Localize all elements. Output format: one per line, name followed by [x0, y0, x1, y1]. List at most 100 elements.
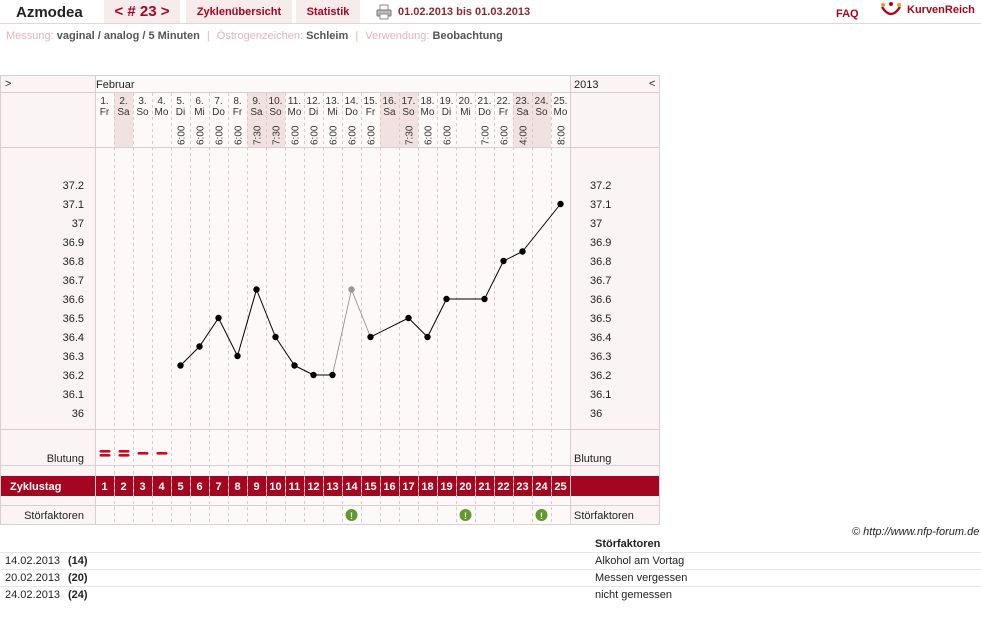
temperature-point[interactable]	[196, 343, 203, 350]
temperature-point[interactable]	[500, 257, 507, 265]
weekend-header-cell	[266, 93, 285, 147]
temperature-point[interactable]	[481, 295, 488, 303]
y-tick-label: 36.7	[63, 275, 84, 287]
tab-cycle-overview[interactable]: Zyklenübersicht	[180, 0, 292, 24]
temperature-point[interactable]	[424, 333, 431, 341]
disturbance-icon[interactable]	[345, 509, 358, 521]
disturb-row-label: Störfaktoren	[24, 510, 84, 522]
day-date-label: 4.	[157, 96, 165, 107]
cycleday-number: 14	[345, 481, 358, 493]
measure-time-label: 6:00	[291, 125, 302, 145]
logo-text[interactable]: KurvenReich	[907, 4, 975, 16]
day-date-label: 20.	[459, 96, 473, 107]
temperature-point[interactable]	[519, 248, 526, 255]
cycleday-number: 22	[497, 481, 509, 493]
temperature-point[interactable]	[253, 286, 260, 293]
estrogen-value: Schleim	[306, 30, 349, 42]
day-weekday-label: Mi	[460, 107, 471, 118]
temperature-point[interactable]	[177, 362, 184, 369]
bleeding-mark	[137, 452, 149, 455]
day-weekday-label: So	[136, 107, 149, 118]
tab-statistics[interactable]: Statistik	[296, 0, 360, 24]
temperature-point[interactable]	[348, 286, 355, 293]
disturbance-icon[interactable]	[459, 509, 472, 521]
user-name: Azmodea	[16, 4, 83, 21]
cycleday-number: 19	[440, 481, 452, 493]
cycleday-number: 13	[326, 481, 338, 493]
day-weekday-label: Di	[309, 107, 318, 118]
measure-time-label: 6:00	[329, 125, 340, 145]
disturbance-date: 24.02.2013	[5, 589, 61, 601]
temperature-segment	[294, 365, 314, 376]
cycleday-number: 4	[158, 481, 165, 493]
cycle-chart: > Februar 2013 < Blutung Blutung Zyklust…	[0, 75, 660, 525]
cycleday-number: 8	[234, 481, 240, 493]
cycleday-number: 10	[269, 481, 281, 493]
temperature-point[interactable]	[367, 333, 374, 341]
y-tick-label-right: 36.6	[590, 294, 611, 306]
day-date-label: 24.	[535, 96, 549, 107]
y-tick-label-right: 36.3	[590, 351, 611, 363]
temperature-point[interactable]	[329, 371, 336, 379]
disturbance-icon[interactable]	[535, 509, 548, 521]
measure-time-label: 8:00	[557, 125, 568, 145]
day-weekday-label: Fr	[233, 107, 243, 118]
disturbance-row: 20.02.2013 (20) Messen vergessen	[0, 569, 981, 585]
year-label: 2013	[574, 79, 598, 91]
logo-icon[interactable]	[880, 1, 902, 19]
measure-value: vaginal / analog / 5 Minuten	[56, 30, 200, 42]
temperature-point[interactable]	[443, 295, 450, 303]
bleeding-mark	[99, 454, 111, 457]
faq-link[interactable]: FAQ	[836, 8, 859, 20]
temperature-segment	[237, 289, 257, 357]
printer-icon[interactable]	[376, 4, 392, 20]
temperature-point[interactable]	[291, 362, 298, 369]
day-area-background	[95, 75, 570, 525]
y-tick-label-right: 36.7	[590, 275, 611, 287]
day-date-label: 23.	[516, 96, 530, 107]
copyright-credit: © http://www.nfp-forum.de	[852, 526, 980, 538]
chart-nav-right[interactable]: <	[649, 78, 655, 90]
chart-frame	[0, 75, 660, 525]
usage-label: Verwendung:	[365, 30, 430, 42]
cycleday-number: 7	[215, 481, 221, 493]
day-weekday-label: Sa	[117, 107, 130, 118]
disturbance-day: (24)	[68, 589, 88, 601]
temperature-point[interactable]	[405, 314, 412, 322]
temperature-point[interactable]	[215, 314, 222, 322]
y-tick-label-right: 36.5	[590, 313, 611, 325]
y-tick-label: 36	[72, 408, 84, 420]
cycleday-number: 21	[478, 481, 490, 493]
temperature-point[interactable]	[557, 200, 564, 208]
day-weekday-label: So	[269, 107, 282, 118]
chart-nav-left[interactable]: >	[5, 78, 11, 90]
weekend-header-cell	[532, 93, 551, 147]
top-bar: Azmodea < # 23 > Zyklenübersicht Statist…	[0, 0, 981, 24]
measure-time-label: 6:00	[196, 125, 207, 145]
temperature-point[interactable]	[310, 371, 317, 379]
y-tick-label-right: 37.1	[590, 199, 611, 211]
day-weekday-label: Do	[478, 107, 491, 118]
day-date-label: 2.	[119, 96, 127, 107]
temperature-segment	[522, 203, 561, 252]
cycleday-number: 1	[101, 481, 107, 493]
day-weekday-label: So	[535, 107, 548, 118]
day-weekday-label: So	[402, 107, 415, 118]
y-tick-label-right: 36.9	[590, 237, 611, 249]
meta-divider: |	[206, 30, 210, 42]
measure-time-label: 6:00	[424, 125, 435, 145]
y-tick-label: 36.4	[63, 332, 84, 344]
day-weekday-label: Mo	[288, 107, 302, 118]
weekend-header-cell	[513, 93, 532, 147]
cycle-navigator[interactable]: < # 23 >	[104, 0, 180, 24]
disturbance-row: 24.02.2013 (24) nicht gemessen	[0, 586, 981, 602]
cycleday-number: 9	[253, 481, 259, 493]
day-weekday-label: Fr	[499, 107, 509, 118]
temperature-point[interactable]	[272, 333, 279, 341]
measure-time-label: 6:00	[177, 125, 188, 145]
day-weekday-label: Di	[176, 107, 185, 118]
temperature-point[interactable]	[234, 352, 241, 360]
day-date-label: 17.	[402, 96, 416, 107]
temperature-segment	[427, 298, 447, 338]
cycleday-number: 15	[364, 481, 376, 493]
